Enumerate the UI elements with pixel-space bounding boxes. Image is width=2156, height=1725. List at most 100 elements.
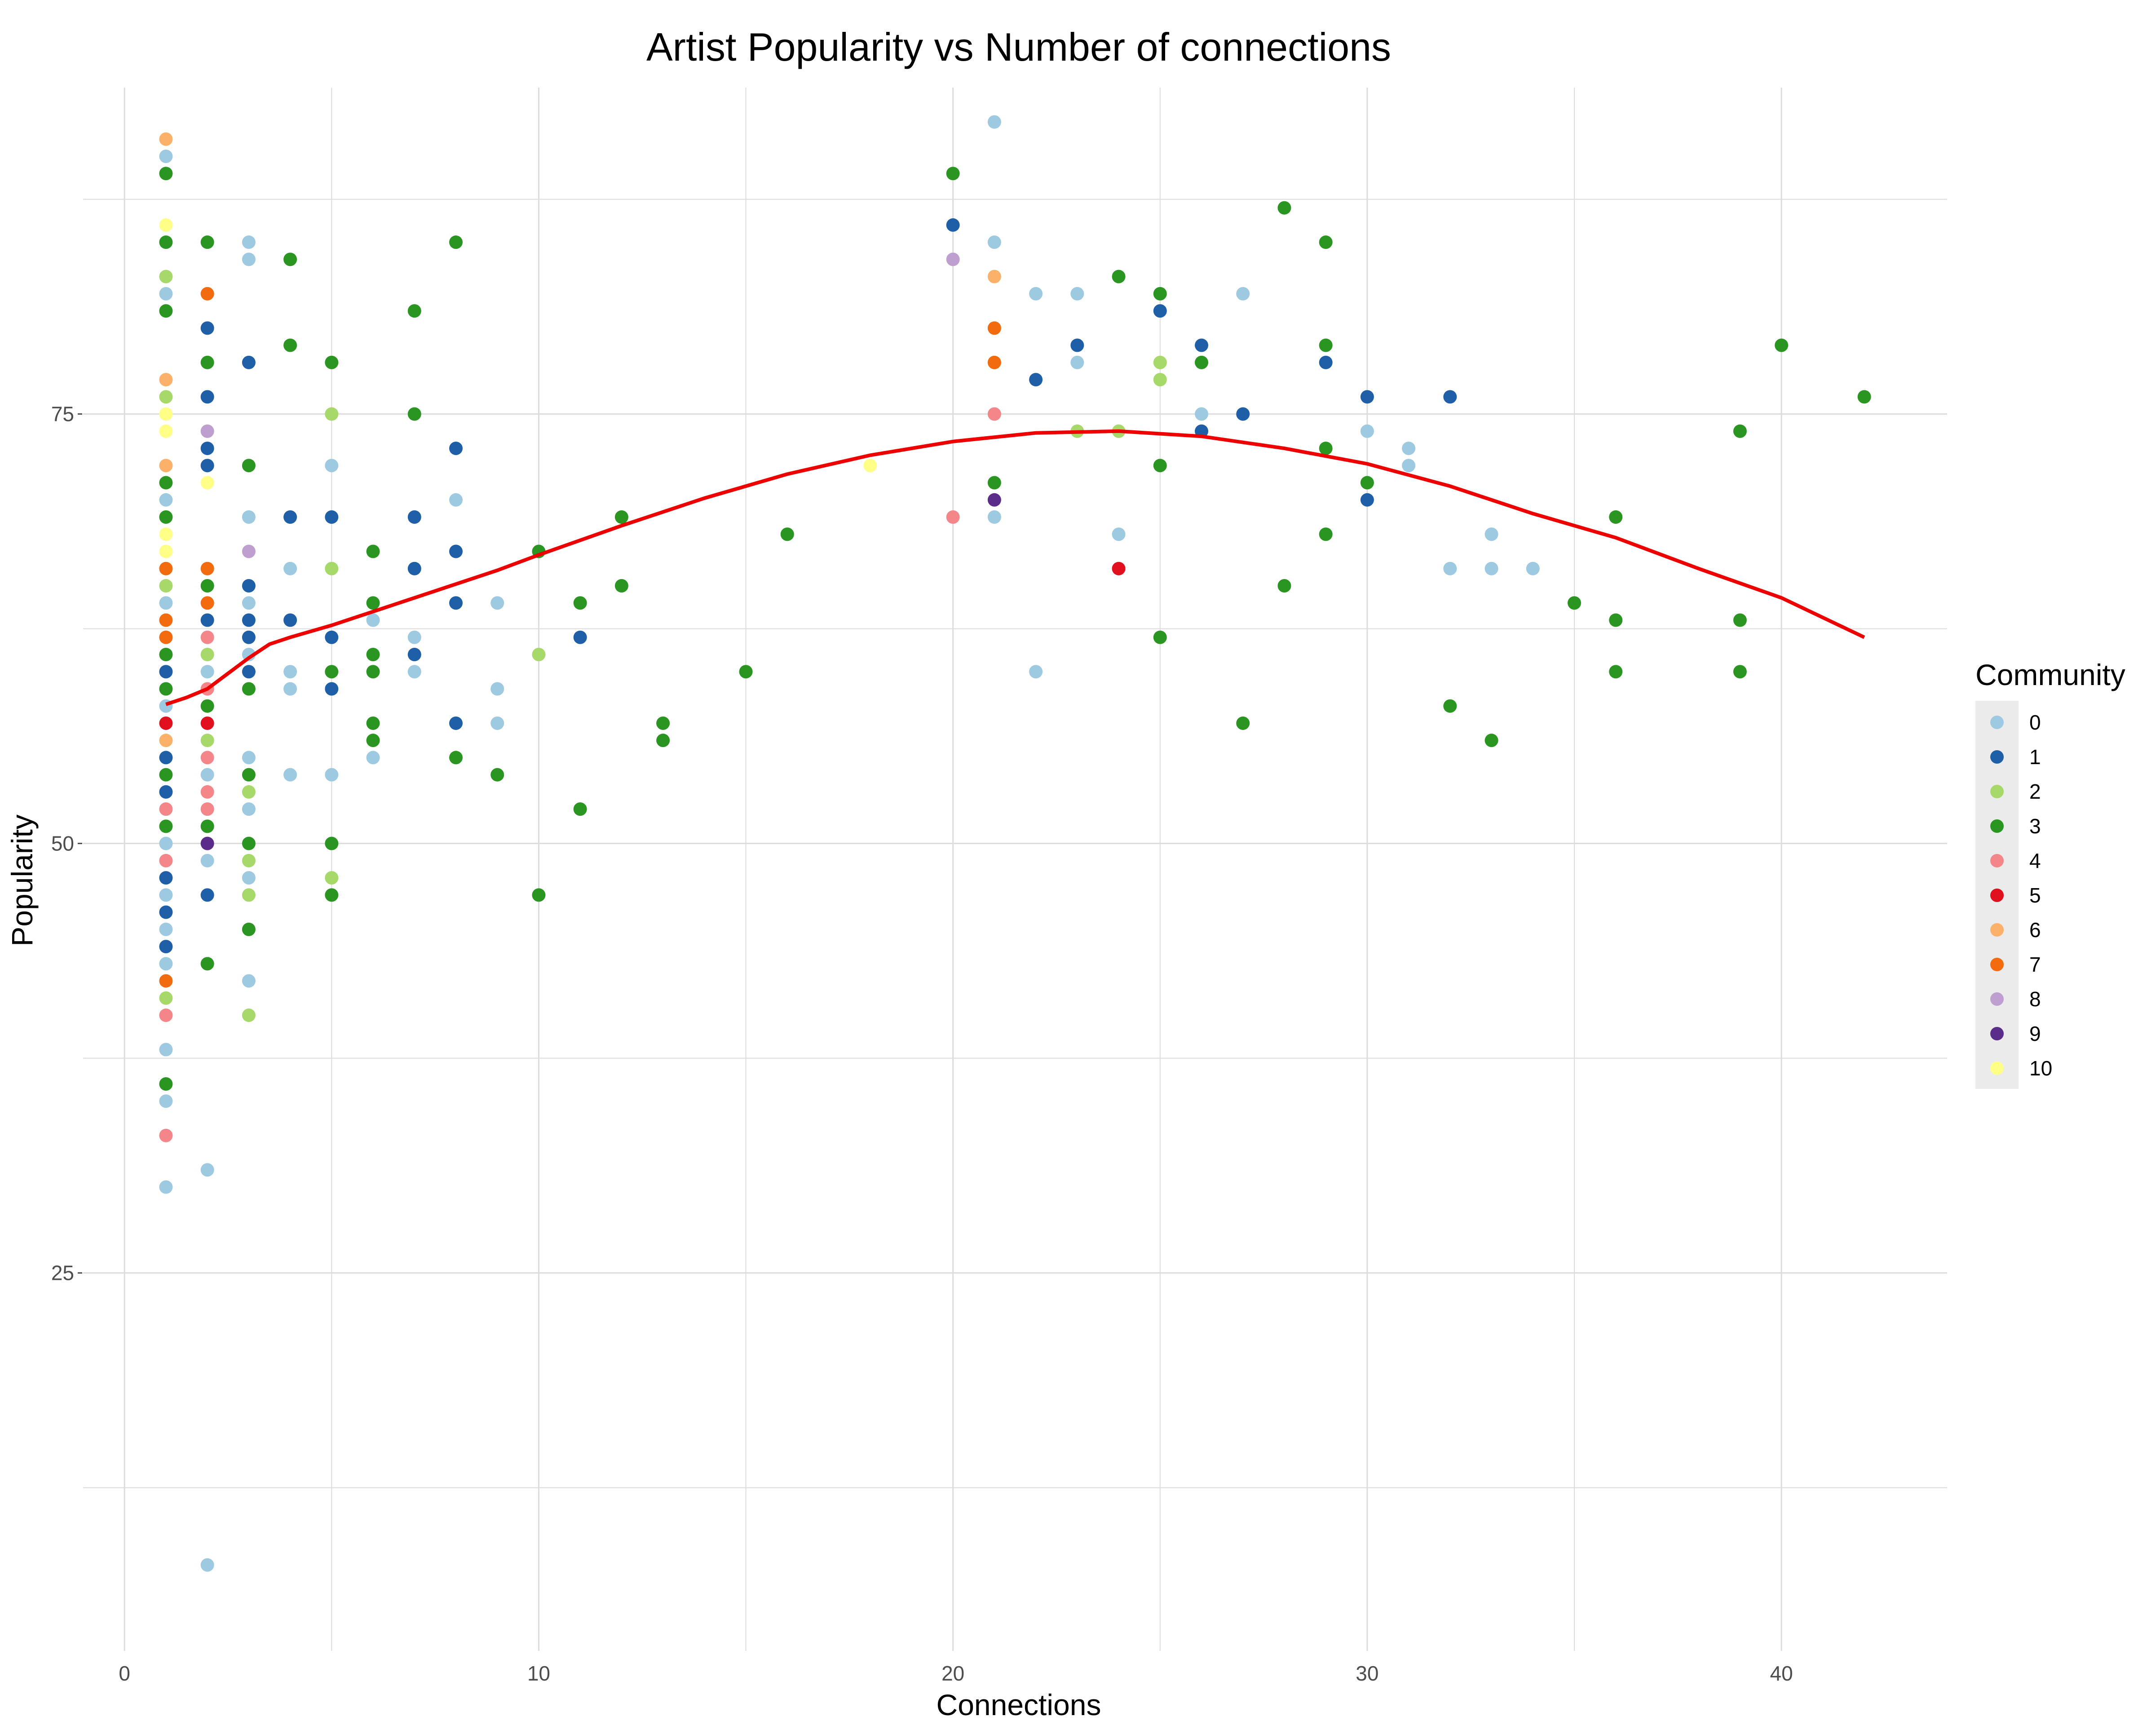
- data-point: [449, 751, 463, 765]
- y-tick-label: 25: [51, 1261, 74, 1285]
- data-point: [987, 355, 1001, 369]
- data-point: [1029, 665, 1043, 679]
- data-point: [200, 819, 214, 833]
- data-point: [200, 751, 214, 765]
- data-point: [1195, 407, 1208, 421]
- data-point: [200, 957, 214, 971]
- data-point: [1319, 527, 1333, 541]
- data-point: [325, 630, 339, 644]
- data-point: [200, 596, 214, 610]
- legend-key-8: [1990, 992, 2004, 1006]
- data-point: [1775, 338, 1789, 352]
- data-point: [1070, 355, 1084, 369]
- data-point: [283, 682, 297, 696]
- data-point: [1733, 424, 1747, 438]
- data-point: [242, 235, 256, 249]
- data-point: [242, 459, 256, 473]
- data-point: [325, 836, 339, 850]
- data-point: [1443, 390, 1457, 404]
- data-point: [159, 716, 173, 730]
- data-point: [614, 579, 628, 593]
- data-point: [159, 218, 173, 232]
- data-point: [242, 647, 256, 661]
- data-point: [946, 252, 960, 266]
- data-point: [1857, 390, 1871, 404]
- data-point: [159, 682, 173, 696]
- legend-label-1: 1: [2029, 745, 2041, 769]
- data-point: [242, 871, 256, 885]
- data-point: [987, 493, 1001, 507]
- data-point: [987, 407, 1001, 421]
- data-point: [325, 562, 339, 575]
- data-point: [573, 596, 587, 610]
- data-point: [407, 407, 421, 421]
- data-point: [242, 596, 256, 610]
- legend-label-10: 10: [2029, 1057, 2052, 1080]
- data-point: [1526, 562, 1540, 575]
- legend-label-9: 9: [2029, 1022, 2041, 1045]
- x-axis-ticks: 0 10 20 30 40: [119, 1662, 1793, 1685]
- data-point: [200, 287, 214, 301]
- data-point: [200, 647, 214, 661]
- data-point: [200, 665, 214, 679]
- data-point: [159, 974, 173, 988]
- data-point: [200, 442, 214, 456]
- grid-lines: [83, 88, 1947, 1651]
- data-point: [200, 854, 214, 867]
- data-point: [1153, 373, 1167, 387]
- x-tick-label: 20: [941, 1662, 964, 1685]
- data-point: [325, 871, 339, 885]
- data-point: [242, 355, 256, 369]
- legend-title: Community: [1975, 658, 2125, 691]
- data-point: [1153, 304, 1167, 318]
- legend-label-6: 6: [2029, 918, 2041, 942]
- data-point: [159, 373, 173, 387]
- data-point: [987, 510, 1001, 524]
- data-point: [242, 510, 256, 524]
- y-tick-label: 75: [51, 402, 74, 426]
- data-point: [159, 905, 173, 919]
- data-point: [987, 115, 1001, 129]
- data-point: [200, 888, 214, 902]
- data-point: [987, 321, 1001, 335]
- data-point: [449, 716, 463, 730]
- data-point: [739, 665, 753, 679]
- data-point: [159, 751, 173, 765]
- data-point: [325, 355, 339, 369]
- data-point: [1112, 270, 1126, 283]
- data-point: [1153, 459, 1167, 473]
- data-point: [283, 338, 297, 352]
- data-point: [1319, 355, 1333, 369]
- data-point: [1195, 355, 1208, 369]
- data-point: [449, 544, 463, 558]
- data-point: [1733, 665, 1747, 679]
- data-point: [200, 562, 214, 575]
- data-point: [1153, 630, 1167, 644]
- data-point: [614, 510, 628, 524]
- data-point: [159, 940, 173, 954]
- data-point: [242, 630, 256, 644]
- data-point: [407, 665, 421, 679]
- data-point: [200, 476, 214, 490]
- data-point: [159, 854, 173, 867]
- data-point: [366, 665, 380, 679]
- data-point: [1733, 613, 1747, 627]
- data-point: [407, 510, 421, 524]
- legend: Community 0 1 2 3 4 5 6 7 8 9 10: [1975, 658, 2125, 1089]
- legend-label-7: 7: [2029, 953, 2041, 976]
- data-point: [159, 132, 173, 146]
- x-tick-label: 30: [1356, 1662, 1378, 1685]
- data-point: [1112, 527, 1126, 541]
- data-point: [366, 596, 380, 610]
- data-point: [159, 562, 173, 575]
- data-point: [1402, 459, 1416, 473]
- data-point: [946, 510, 960, 524]
- legend-items: 0 1 2 3 4 5 6 7 8 9 10: [1990, 711, 2052, 1080]
- data-point: [407, 647, 421, 661]
- data-point: [283, 665, 297, 679]
- chart-title: Artist Popularity vs Number of connectio…: [646, 25, 1391, 69]
- data-point: [159, 957, 173, 971]
- legend-label-3: 3: [2029, 814, 2041, 838]
- data-point: [573, 630, 587, 644]
- data-point: [200, 734, 214, 748]
